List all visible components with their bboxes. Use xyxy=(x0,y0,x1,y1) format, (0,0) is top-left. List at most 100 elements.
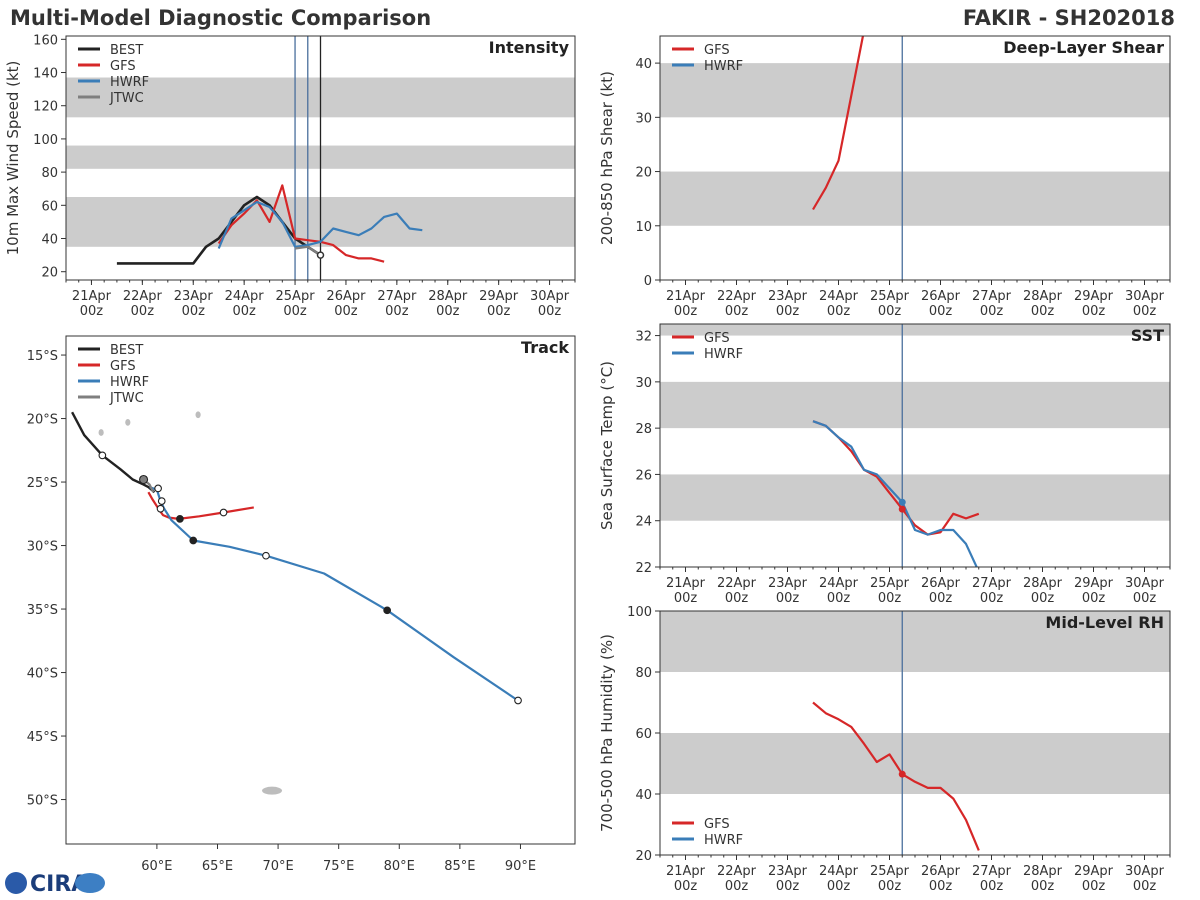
sst-xtick-hour-9: 00z xyxy=(1133,591,1157,606)
rh-xtick-hour-9: 00z xyxy=(1133,879,1157,894)
track-marker-hwrf-7 xyxy=(189,536,198,545)
storm-id-title: FAKIR - SH202018 xyxy=(963,6,1175,30)
sst-ytick-label-3: 28 xyxy=(635,422,652,437)
sst-xtick-date-1: 22Apr xyxy=(717,576,757,591)
sst-marker-hwrf-1 xyxy=(898,498,906,506)
shear-band-1 xyxy=(660,63,1170,118)
intensity-legend-label-hwrf: HWRF xyxy=(110,75,149,90)
rh-band-0 xyxy=(660,733,1170,794)
rh-xtick-hour-6: 00z xyxy=(980,879,1004,894)
intensity-xtick-hour-1: 00z xyxy=(131,304,155,319)
intensity-xtick-hour-3: 00z xyxy=(232,304,256,319)
track-lat-label-6: 45°S xyxy=(27,730,58,745)
shear-xtick-date-5: 26Apr xyxy=(921,289,961,304)
track-marker-hwrf-10 xyxy=(514,696,522,705)
rh-ytick-label-0: 20 xyxy=(635,849,652,864)
sst-xtick-hour-6: 00z xyxy=(980,591,1004,606)
shear-ylabel: 200-850 hPa Shear (kt) xyxy=(598,71,616,245)
intensity-ytick-label-5: 120 xyxy=(33,100,58,115)
intensity-xtick-date-7: 28Apr xyxy=(428,289,468,304)
shear-band-0 xyxy=(660,171,1170,226)
cira-logo-badge xyxy=(75,873,105,893)
track-series-hwrf xyxy=(149,486,519,702)
sst-xtick-hour-3: 00z xyxy=(827,591,851,606)
track-lat-label-4: 35°S xyxy=(27,603,58,618)
rh-xtick-date-4: 25Apr xyxy=(870,864,910,879)
track-marker-hwrf-3 xyxy=(157,497,166,505)
sst-xtick-date-0: 21Apr xyxy=(666,576,706,591)
intensity-xtick-hour-2: 00z xyxy=(182,304,206,319)
sst-xtick-hour-1: 00z xyxy=(725,591,749,606)
intensity-series-gfs xyxy=(217,184,385,263)
sst-xtick-hour-4: 00z xyxy=(878,591,902,606)
intensity-xtick-date-2: 23Apr xyxy=(174,289,214,304)
cira-logo: CIRA xyxy=(5,872,105,897)
rh-marker-gfs-0 xyxy=(898,770,906,778)
shear-xtick-hour-9: 00z xyxy=(1133,304,1157,319)
intensity-ytick-label-0: 20 xyxy=(41,266,58,281)
track-lat-label-2: 25°S xyxy=(27,476,58,491)
rh-ytick-label-1: 40 xyxy=(635,788,652,803)
intensity-series-hwrf xyxy=(217,200,423,249)
rh-xtick-date-6: 27Apr xyxy=(972,864,1012,879)
sst-panel: 22242628303221Apr00z22Apr00z23Apr00z24Ap… xyxy=(598,323,1171,606)
rh-xtick-hour-2: 00z xyxy=(776,879,800,894)
shear-panel: 01020304021Apr00z22Apr00z23Apr00z24Apr00… xyxy=(598,35,1171,319)
track-legend-label-hwrf: HWRF xyxy=(110,375,149,390)
shear-ytick-label-4: 40 xyxy=(635,57,652,72)
sst-xtick-hour-0: 00z xyxy=(674,591,698,606)
shear-panel-title: Deep-Layer Shear xyxy=(1003,38,1164,57)
track-islands xyxy=(98,411,283,795)
sst-ylabel: Sea Surface Temp (°C) xyxy=(598,361,616,530)
sst-xtick-date-6: 27Apr xyxy=(972,576,1012,591)
track-lon-label-3: 75°E xyxy=(323,859,354,874)
intensity-panel: 2040608010012014016021Apr00z22Apr00z23Ap… xyxy=(4,33,576,319)
rh-ytick-label-2: 60 xyxy=(635,727,652,742)
rh-xtick-date-3: 24Apr xyxy=(819,864,859,879)
rh-xtick-hour-7: 00z xyxy=(1031,879,1055,894)
intensity-ylabel: 10m Max Wind Speed (kt) xyxy=(4,61,22,256)
track-lat-label-5: 40°S xyxy=(27,667,58,682)
cira-logo-icon xyxy=(5,872,27,894)
sst-marker-gfs-0 xyxy=(898,505,906,513)
track-lon-label-0: 60°E xyxy=(141,859,172,874)
rh-xtick-date-7: 28Apr xyxy=(1023,864,1063,879)
shear-xtick-hour-7: 00z xyxy=(1031,304,1055,319)
sst-xtick-date-7: 28Apr xyxy=(1023,576,1063,591)
intensity-xtick-hour-5: 00z xyxy=(334,304,358,319)
sst-xtick-date-2: 23Apr xyxy=(768,576,808,591)
track-legend-label-gfs: GFS xyxy=(110,359,136,374)
intensity-xtick-hour-8: 00z xyxy=(487,304,511,319)
intensity-xtick-date-3: 24Apr xyxy=(225,289,265,304)
intensity-best-end-marker xyxy=(316,251,325,259)
track-lon-label-4: 80°E xyxy=(384,859,415,874)
sst-xtick-hour-8: 00z xyxy=(1082,591,1106,606)
shear-xtick-hour-0: 00z xyxy=(674,304,698,319)
sst-xtick-date-5: 26Apr xyxy=(921,576,961,591)
rh-xtick-hour-0: 00z xyxy=(674,879,698,894)
intensity-xtick-date-5: 26Apr xyxy=(326,289,366,304)
sst-xtick-hour-2: 00z xyxy=(776,591,800,606)
rh-xtick-date-1: 22Apr xyxy=(717,864,757,879)
intensity-ytick-label-1: 40 xyxy=(41,233,58,248)
sst-xtick-hour-5: 00z xyxy=(929,591,953,606)
track-marker-gfs-5 xyxy=(176,515,184,523)
track-lat-label-1: 20°S xyxy=(27,413,58,428)
track-marker-best-0 xyxy=(98,451,107,460)
shear-legend-label-hwrf: HWRF xyxy=(704,59,743,74)
rh-xtick-hour-5: 00z xyxy=(929,879,953,894)
track-series-group xyxy=(71,411,522,705)
rh-series-group xyxy=(812,701,980,851)
rh-band-1 xyxy=(660,611,1170,672)
sst-xtick-date-8: 29Apr xyxy=(1074,576,1114,591)
intensity-xtick-hour-7: 00z xyxy=(436,304,460,319)
intensity-xtick-date-1: 22Apr xyxy=(123,289,163,304)
rh-xtick-hour-4: 00z xyxy=(878,879,902,894)
shear-ytick-label-1: 10 xyxy=(635,220,652,235)
rh-ylabel: 700-500 hPa Humidity (%) xyxy=(598,634,616,832)
track-legend-label-jtwc: JTWC xyxy=(109,391,144,406)
shear-xtick-date-0: 21Apr xyxy=(666,289,706,304)
shear-xtick-date-9: 30Apr xyxy=(1125,289,1165,304)
shear-legend-label-gfs: GFS xyxy=(704,43,730,58)
